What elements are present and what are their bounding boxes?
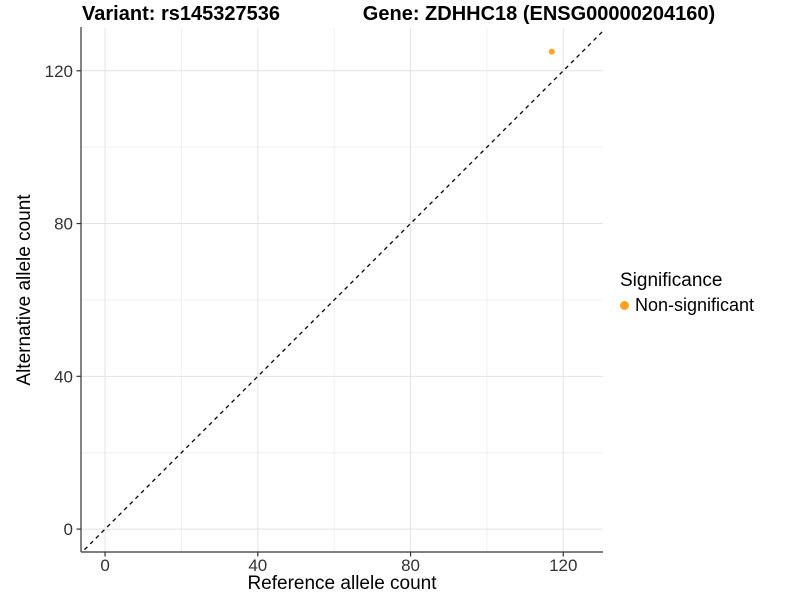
y-axis-title: Alternative allele count — [14, 194, 35, 386]
y-tick-label: 0 — [64, 520, 73, 539]
x-axis-title: Reference allele count — [247, 573, 437, 594]
legend-title: Significance — [620, 270, 723, 291]
x-tick-label: 120 — [549, 556, 577, 575]
legend-item-label: Non-significant — [635, 295, 755, 315]
legend-item-non-significant: Non-significant — [620, 295, 754, 316]
y-tick-label: 80 — [54, 215, 73, 234]
plot-title-gene: Gene: ZDHHC18 (ENSG00000204160) — [362, 3, 716, 25]
data-point — [548, 48, 555, 55]
x-tick-label: 0 — [100, 556, 109, 575]
y-tick-label: 120 — [45, 62, 73, 81]
legend: Significance Non-significant — [620, 270, 754, 316]
x-tick-label: 40 — [248, 556, 267, 575]
plot-title-variant: Variant: rs145327536 — [82, 3, 280, 25]
identity-line — [81, 30, 603, 552]
x-tick-label: 80 — [401, 556, 420, 575]
y-tick-label: 40 — [54, 367, 73, 386]
legend-point-icon — [620, 301, 629, 310]
